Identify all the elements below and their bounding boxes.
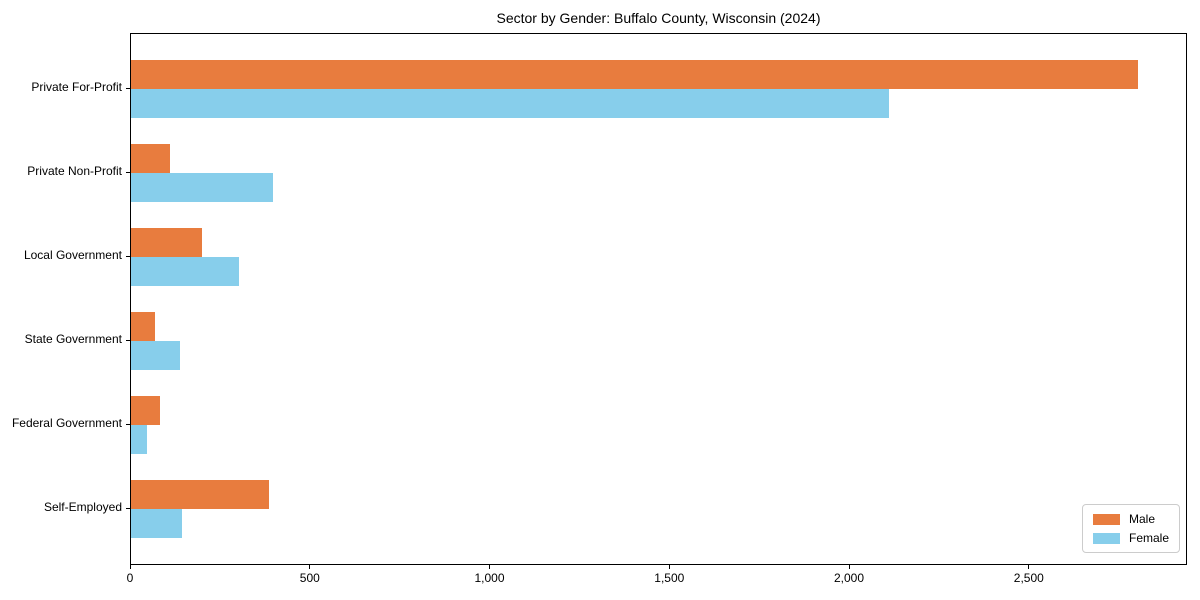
y-tick-mark [126, 256, 130, 257]
legend-swatch-female [1092, 532, 1120, 544]
x-tick-mark [129, 565, 131, 569]
plot-area [130, 33, 1187, 565]
bar-female-federal-government [131, 425, 147, 454]
x-tick-mark [668, 565, 670, 569]
y-tick-mark [126, 424, 130, 425]
legend-entry-male: Male [1092, 512, 1169, 526]
y-tick-label-state-government: State Government [24, 332, 122, 346]
legend-label-male: Male [1128, 512, 1155, 526]
bar-male-self-employed [131, 480, 270, 509]
x-tick-mark [1028, 565, 1030, 569]
x-tick-mark [489, 565, 490, 569]
x-tick-mark [848, 565, 850, 569]
y-tick-label-self-employed: Self-Employed [43, 500, 122, 514]
bar-male-state-government [131, 312, 156, 341]
x-tick-label-500: 500 [299, 571, 320, 585]
y-tick-mark [126, 340, 130, 341]
bar-female-private-non-profit [131, 173, 273, 202]
legend-swatch-male [1092, 513, 1120, 525]
legend-label-female: Female [1128, 531, 1169, 545]
bar-male-private-non-profit [131, 144, 170, 173]
y-tick-label-private-non-profit: Private Non-Profit [27, 164, 122, 178]
x-tick-label-1-000: 1,000 [474, 571, 505, 585]
bar-female-state-government [131, 341, 181, 370]
y-tick-mark [126, 88, 130, 89]
bar-female-self-employed [131, 509, 183, 538]
y-tick-label-federal-government: Federal Government [11, 416, 122, 430]
chart-title: Sector by Gender: Buffalo County, Wiscon… [496, 10, 821, 26]
x-tick-mark [309, 565, 311, 569]
bar-male-federal-government [131, 396, 161, 425]
y-tick-mark [126, 508, 130, 509]
y-tick-label-private-for-profit: Private For-Profit [31, 80, 122, 94]
bar-female-local-government [131, 257, 239, 286]
x-tick-label-1-500: 1,500 [654, 571, 685, 585]
legend-entry-female: Female [1092, 531, 1169, 545]
y-tick-mark [126, 172, 130, 173]
legend: Male Female [1081, 504, 1180, 553]
bar-female-private-for-profit [131, 89, 889, 118]
x-tick-label-0: 0 [126, 571, 134, 585]
x-tick-label-2-500: 2,500 [1013, 571, 1044, 585]
x-tick-label-2-000: 2,000 [833, 571, 865, 585]
bar-male-private-for-profit [131, 60, 1138, 89]
bar-male-local-government [131, 228, 202, 257]
y-tick-label-local-government: Local Government [23, 248, 122, 262]
